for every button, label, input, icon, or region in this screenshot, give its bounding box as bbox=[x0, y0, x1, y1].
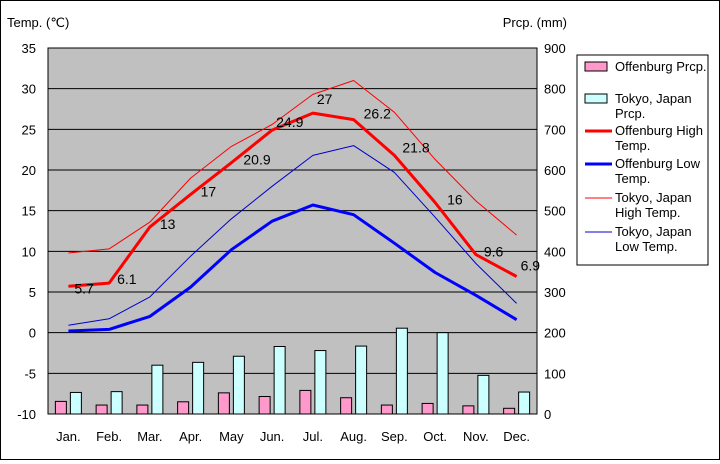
data-label: 24.9 bbox=[276, 114, 303, 130]
x-tick-label: Mar. bbox=[137, 429, 162, 444]
right-tick-label: 700 bbox=[544, 122, 566, 137]
x-tick-label: Jun. bbox=[260, 429, 285, 444]
data-label: 6.1 bbox=[117, 271, 137, 287]
x-tick-label: Dec. bbox=[503, 429, 530, 444]
precip-bar bbox=[273, 345, 286, 415]
legend-label: Tokyo, Japan Low Temp. bbox=[615, 224, 692, 254]
precip-bar bbox=[217, 392, 230, 415]
right-tick-label: 500 bbox=[544, 204, 566, 219]
legend: Offenburg Prcp.Tokyo, Japan Prcp.Offenbur… bbox=[576, 54, 709, 266]
precip-bar bbox=[503, 407, 516, 415]
data-label: 26.2 bbox=[364, 106, 391, 122]
right-tick-label: 300 bbox=[544, 285, 566, 300]
left-axis-ticks: 35 30 25 20 15 10 5 0 -5 -10 bbox=[17, 41, 36, 422]
legend-box bbox=[576, 54, 709, 266]
left-tick-label: 35 bbox=[22, 41, 36, 56]
x-tick-label: Aug. bbox=[340, 429, 367, 444]
precip-bar bbox=[232, 355, 245, 415]
x-tick-label: Jan. bbox=[56, 429, 81, 444]
x-tick-label: May bbox=[219, 429, 244, 444]
left-tick-label: -10 bbox=[17, 407, 36, 422]
data-label: 21.8 bbox=[402, 139, 429, 155]
precip-bar bbox=[477, 374, 490, 415]
precip-bar bbox=[518, 391, 531, 415]
precip-bar bbox=[110, 391, 123, 415]
left-tick-label: 30 bbox=[22, 82, 36, 97]
left-tick-label: 0 bbox=[29, 326, 36, 341]
x-tick-label: Feb. bbox=[96, 429, 122, 444]
right-axis-ticks: 900 800 700 600 500 400 300 200 100 0 bbox=[544, 41, 566, 422]
temperature-line bbox=[68, 111, 518, 288]
precip-bar bbox=[69, 391, 82, 415]
precip-bar bbox=[340, 397, 353, 415]
plot-area bbox=[47, 47, 538, 415]
data-label: 17 bbox=[201, 183, 217, 199]
data-label: 13 bbox=[160, 216, 176, 232]
x-tick-label: Nov. bbox=[463, 429, 489, 444]
right-tick-label: 900 bbox=[544, 41, 566, 56]
legend-label: Tokyo, Japan High Temp. bbox=[615, 190, 692, 220]
legend-swatch bbox=[584, 93, 608, 104]
precip-bar bbox=[299, 389, 312, 415]
temperature-line bbox=[68, 145, 517, 326]
right-axis-title: Prcp. (mm) bbox=[503, 15, 567, 30]
legend-label: Offenburg High Temp. bbox=[615, 123, 703, 153]
left-axis-title: Temp. (℃) bbox=[7, 15, 69, 30]
legend-label: Tokyo, Japan Prcp. bbox=[615, 91, 692, 121]
data-label: 5.7 bbox=[74, 280, 94, 296]
legend-swatch bbox=[584, 61, 608, 72]
precip-bar bbox=[151, 364, 164, 415]
precipitation-bars bbox=[54, 327, 531, 415]
precip-bar bbox=[421, 402, 434, 415]
x-tick-label: Oct. bbox=[423, 429, 447, 444]
left-tick-label: 15 bbox=[22, 204, 36, 219]
precip-bar bbox=[355, 345, 368, 415]
legend-label: Offenburg Prcp. bbox=[615, 59, 707, 74]
precip-bar bbox=[462, 405, 475, 415]
precip-bar bbox=[380, 404, 393, 415]
legend-label: Offenburg Low Temp. bbox=[615, 156, 701, 186]
precip-bar bbox=[136, 404, 149, 415]
precip-bar bbox=[314, 350, 327, 415]
temperature-line bbox=[68, 80, 517, 254]
data-label: 6.9 bbox=[521, 258, 541, 274]
precip-bar bbox=[95, 404, 108, 415]
temperature-lines bbox=[68, 80, 518, 333]
right-tick-label: 600 bbox=[544, 163, 566, 178]
precip-bar bbox=[54, 400, 67, 415]
precip-bar bbox=[395, 327, 408, 415]
right-tick-label: 0 bbox=[544, 407, 551, 422]
x-tick-label: Jul. bbox=[303, 429, 323, 444]
temperature-line bbox=[68, 203, 518, 333]
right-tick-label: 200 bbox=[544, 326, 566, 341]
left-tick-label: -5 bbox=[24, 366, 36, 381]
data-label: 16 bbox=[447, 192, 463, 208]
gridlines bbox=[48, 88, 537, 374]
x-axis-ticks: Jan. Feb. Mar. Apr. May Jun. Jul. Aug. Sep. Oct. N… bbox=[56, 429, 530, 444]
left-tick-label: 20 bbox=[22, 163, 36, 178]
precip-bar bbox=[258, 396, 271, 415]
precip-bar bbox=[177, 401, 190, 415]
data-label: 9.6 bbox=[484, 244, 504, 260]
right-tick-label: 100 bbox=[544, 366, 566, 381]
left-tick-label: 25 bbox=[22, 122, 36, 137]
precip-bar bbox=[436, 332, 449, 415]
data-labels: 5.7 6.1 13 17 20.9 24.9 27 26.2 21.8 16 9.6 6.9 bbox=[74, 91, 540, 296]
right-tick-label: 400 bbox=[544, 244, 566, 259]
left-tick-label: 10 bbox=[22, 244, 36, 259]
x-tick-label: Apr. bbox=[179, 429, 202, 444]
x-tick-label: Sep. bbox=[381, 429, 408, 444]
data-label: 20.9 bbox=[243, 152, 270, 168]
right-tick-label: 800 bbox=[544, 82, 566, 97]
left-tick-label: 5 bbox=[29, 285, 36, 300]
data-label: 27 bbox=[317, 91, 333, 107]
precip-bar bbox=[192, 361, 205, 415]
